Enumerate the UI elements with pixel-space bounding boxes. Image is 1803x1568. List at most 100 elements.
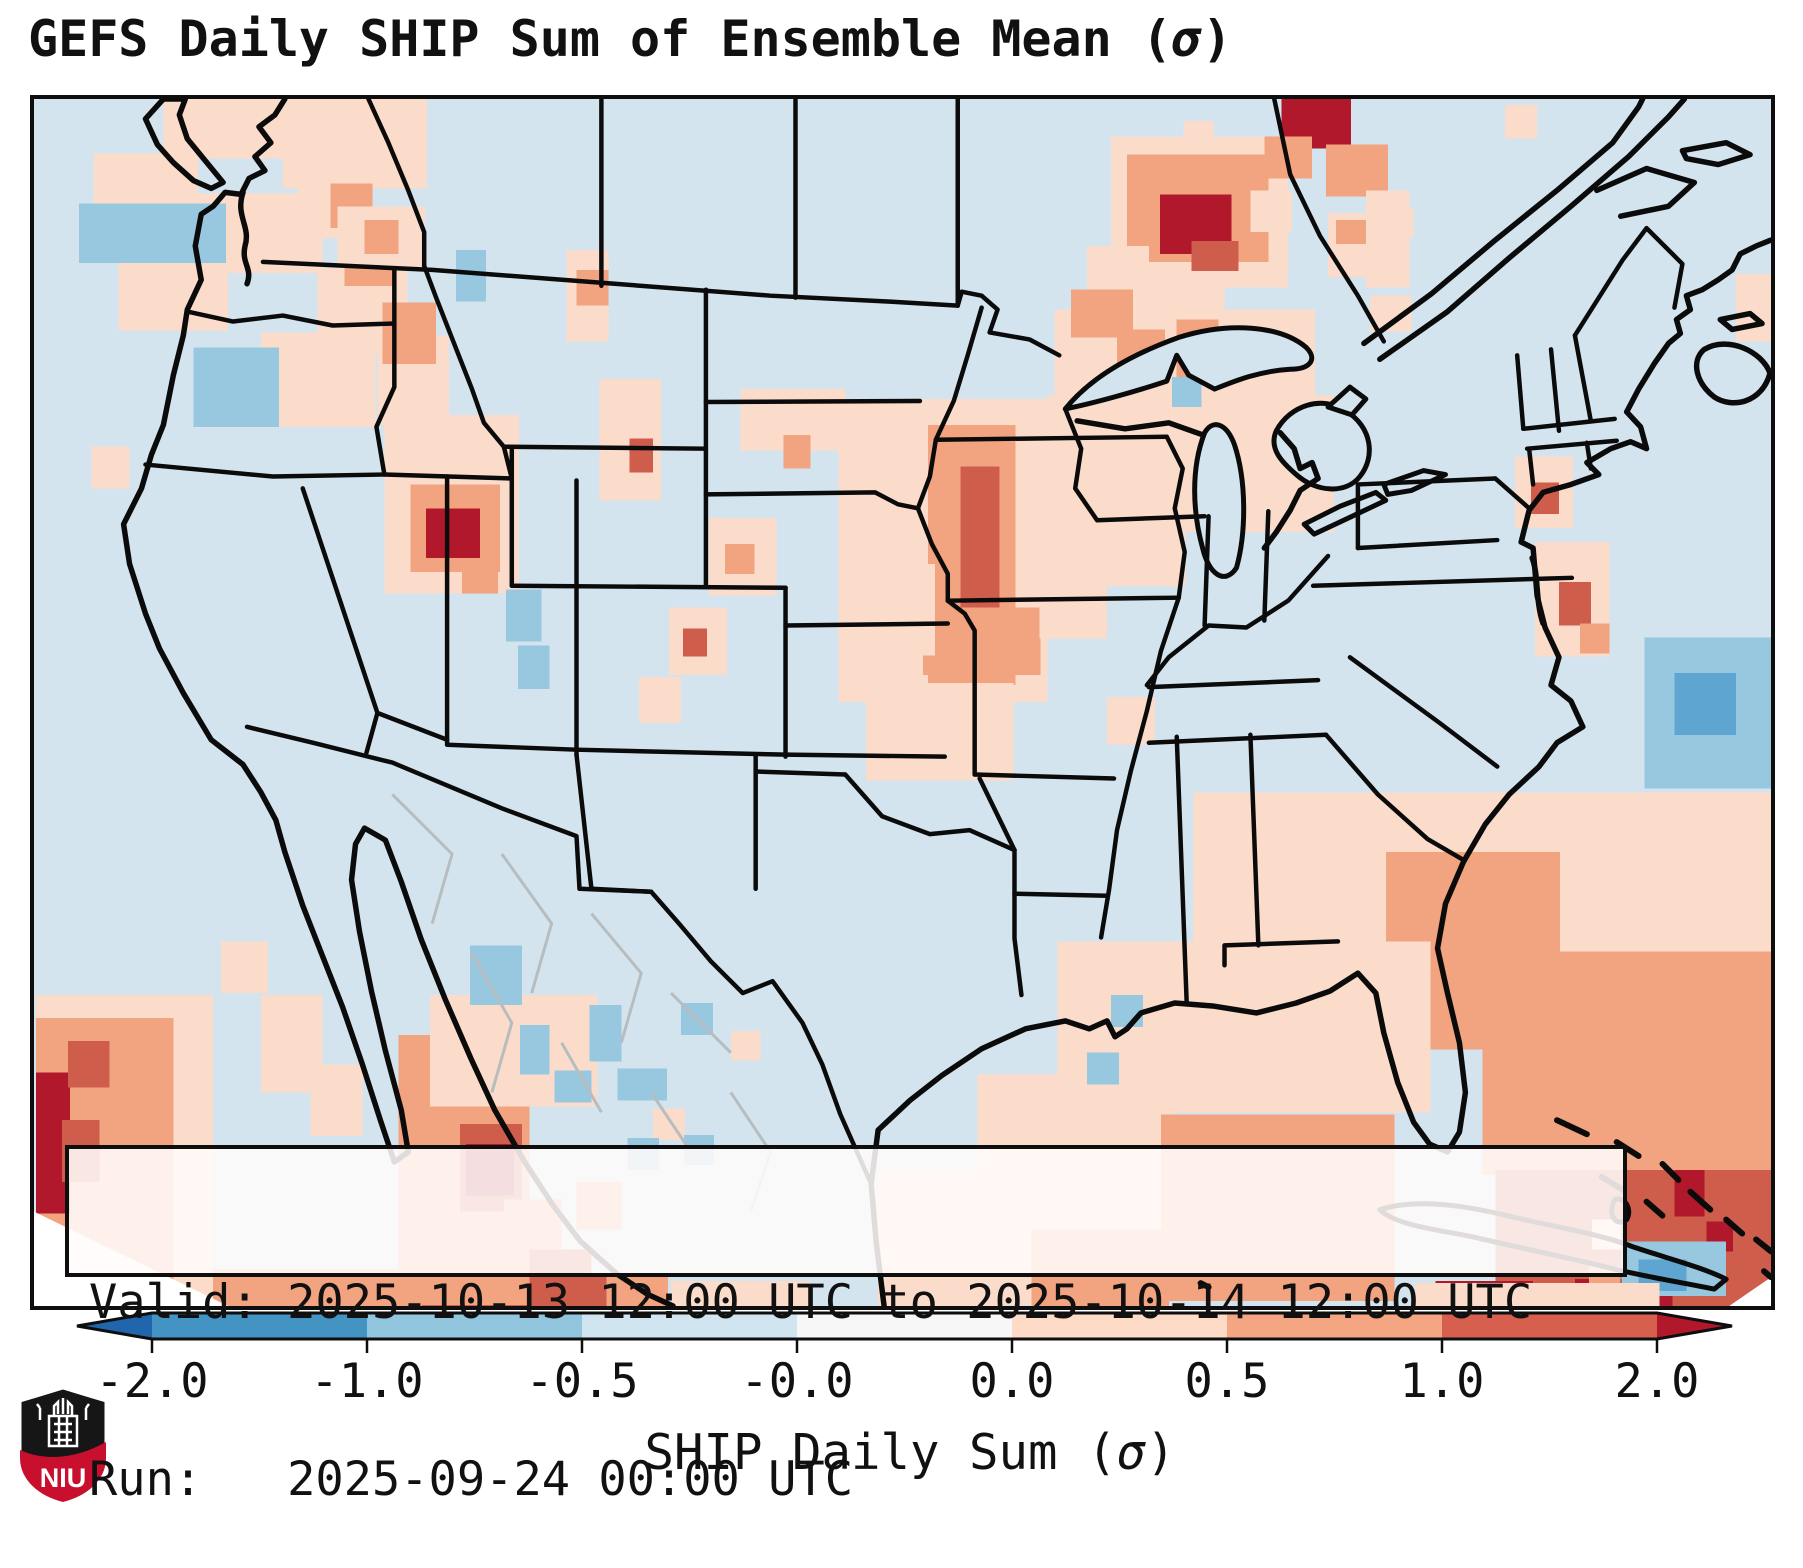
colorbar-extend-left-arrow	[77, 1313, 152, 1339]
heat-cell	[724, 544, 755, 574]
heat-cell	[866, 683, 1014, 781]
heat-cell	[310, 1064, 363, 1137]
mississippi-river-border	[1098, 434, 1187, 940]
rio-grande-border	[648, 889, 874, 1187]
heat-cell	[1365, 190, 1410, 288]
wi-il-border	[1094, 513, 1207, 523]
heat-cell	[1193, 792, 1329, 947]
heat-cell	[1482, 951, 1771, 1175]
heat-cell	[683, 628, 707, 657]
heat-cell	[1393, 208, 1414, 239]
heat-cell	[617, 1068, 668, 1101]
heat-cell	[1674, 673, 1737, 735]
sigma-symbol: σ	[1116, 1424, 1146, 1481]
heat-cell	[517, 645, 550, 690]
georgian-bay	[1325, 384, 1369, 418]
lake-michigan	[1192, 422, 1247, 579]
heat-cell	[1071, 289, 1133, 338]
id-west-border	[374, 267, 397, 477]
ia-west-river-border	[915, 437, 951, 603]
ky-tn-border	[1146, 677, 1321, 690]
mexico-state-borders	[391, 793, 773, 1213]
heat-cell	[639, 677, 682, 723]
state-borders	[143, 99, 1685, 1187]
small-islands	[1197, 1236, 1771, 1291]
gaspe-peninsula	[1594, 165, 1698, 219]
heat-cell	[364, 220, 399, 254]
heat-cell	[629, 438, 654, 473]
pa-ny-oh-borders	[1355, 476, 1498, 551]
niu-logo: NIU	[18, 1386, 108, 1504]
heat-cell	[1250, 190, 1293, 233]
sd-ne-border	[703, 490, 921, 511]
heat-cell	[67, 1040, 110, 1088]
new-england-vertical-borders	[1514, 333, 1594, 434]
ms-al-border	[1174, 734, 1189, 1006]
heat-cell	[960, 466, 1000, 614]
mn-wi-border	[1063, 406, 1100, 523]
ia-mo-border	[945, 595, 1181, 603]
ohio-river-border	[1144, 553, 1331, 688]
colorbar-tick-label: 0.0	[969, 1354, 1055, 1409]
mo-west-border	[945, 598, 977, 777]
colorbar-tick-label: 2.0	[1614, 1354, 1700, 1409]
mt-id-border	[421, 263, 507, 449]
vancouver-island	[142, 99, 226, 192]
colorbar-segment	[152, 1313, 367, 1339]
heat-cell	[1191, 241, 1239, 271]
heat-cell	[1505, 104, 1538, 139]
heat-cell	[671, 1281, 811, 1306]
us-mexico-border-west	[244, 724, 654, 894]
heat-cell	[589, 1004, 622, 1062]
red-river-tx-ok-border	[843, 772, 1017, 853]
gulf-atlantic-coast	[868, 237, 1771, 1306]
lake-superior	[1062, 325, 1315, 412]
ok-ar-border	[977, 776, 1017, 853]
heat-cell	[873, 563, 935, 656]
coastlines	[120, 99, 1771, 1306]
colorbar-tick-label: -0.0	[740, 1354, 854, 1409]
va-nc-border	[1310, 575, 1575, 589]
ga-sc-border	[1323, 732, 1466, 863]
colorbar-segment	[1227, 1313, 1442, 1339]
nv-az-border	[375, 710, 450, 742]
colorbar	[76, 1311, 1733, 1353]
chesapeake-bay	[1529, 555, 1546, 627]
colorbar-tick-labels: -2.0 -1.0 -0.5 -0.0 0.0 0.5 1.0 2.0	[65, 1354, 1755, 1410]
heat-cell	[505, 589, 542, 642]
michigan-mitten-shore	[1261, 430, 1321, 551]
heat-cell	[1736, 273, 1771, 342]
figure-title: GEFS Daily SHIP Sum of Ensemble Mean (σ)	[28, 10, 1233, 68]
colorbar-segment	[582, 1313, 797, 1339]
maine-borders	[1572, 225, 1685, 338]
st-lawrence-south	[1377, 99, 1688, 363]
figure-root: { "title": {"prefix": "GEFS Daily SHIP S…	[18, 10, 1775, 1507]
al-ga-border	[1248, 732, 1261, 948]
mo-ar-border	[972, 772, 1117, 781]
heat-cell	[382, 302, 437, 365]
bc-alberta-border	[366, 99, 427, 269]
nova-scotia	[1693, 341, 1771, 406]
colorbar-segment	[797, 1313, 1012, 1339]
nm-tx-border	[589, 752, 758, 894]
heat-cell	[221, 941, 268, 994]
weather-map	[34, 99, 1771, 1306]
red-river-mn-border	[933, 305, 984, 442]
anticosti-island	[1679, 139, 1753, 168]
nd-sd-border	[703, 398, 923, 405]
wa-or-border	[185, 309, 397, 328]
colorbar-tick-label: -2.0	[95, 1354, 209, 1409]
bahamas-islands	[1553, 1117, 1746, 1237]
upper-peninsula-shore	[1074, 418, 1206, 438]
niu-logo-text: NIU	[40, 1463, 87, 1493]
tx-ok-panhandle-border	[753, 769, 848, 777]
great-lakes	[1062, 325, 1448, 579]
in-oh-border	[1262, 509, 1271, 623]
heat-cell	[1415, 1283, 1660, 1306]
colorbar-segments	[152, 1313, 1657, 1339]
heat-cell	[1579, 623, 1610, 654]
heat-cell	[1558, 581, 1591, 626]
heat-cell	[519, 1024, 550, 1075]
lake-erie	[1301, 489, 1389, 537]
ia-mn-border	[933, 434, 1170, 442]
